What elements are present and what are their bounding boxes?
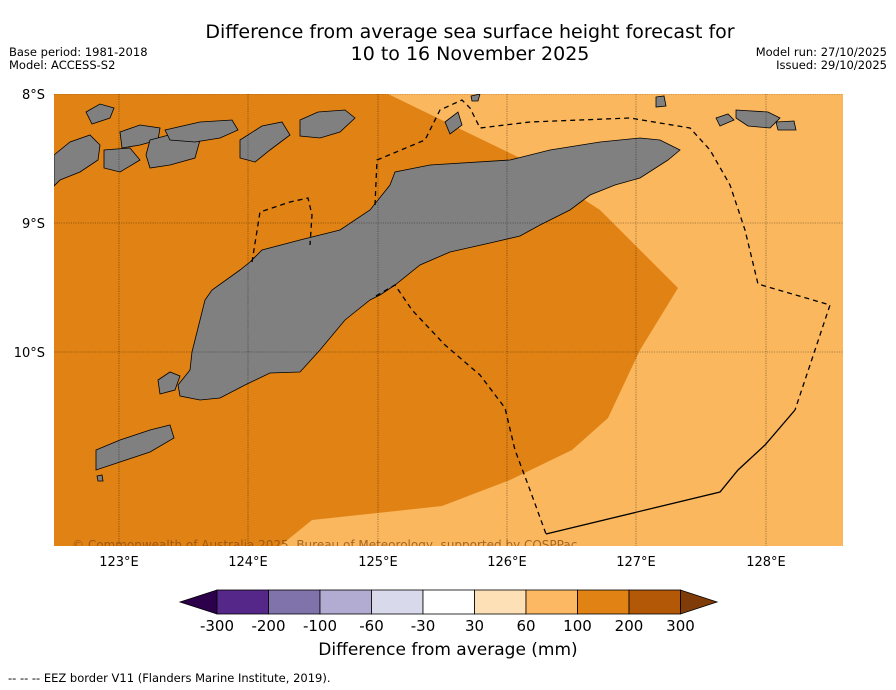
alor-island	[164, 119, 239, 143]
lon-label-125e: 125°E	[358, 555, 398, 570]
eez-footnote: -- -- -- EEZ border V11 (Flanders Marine…	[8, 671, 331, 685]
small-island-3	[96, 474, 104, 482]
colorbar-tick-10: 300	[666, 617, 695, 635]
map-gridlines	[54, 94, 843, 546]
solor-island	[85, 103, 115, 125]
colorbar-segment-8	[577, 589, 630, 615]
lat-label-10s: 10°S	[14, 346, 45, 361]
model-run: Model run: 27/10/2025	[755, 45, 887, 59]
kisar-island	[239, 121, 291, 163]
colorbar-segment-5	[422, 589, 475, 615]
meta-left: Base period: 1981-2018 Model: ACCESS-S2	[9, 46, 148, 72]
lat-label-8s: 8°S	[22, 88, 45, 103]
colorbar-segment-6	[474, 589, 527, 615]
adonara-island	[103, 147, 141, 173]
colorbar-extend-high	[680, 589, 719, 615]
chart-title-line2: 10 to 16 November 2025	[350, 43, 590, 65]
small-island-4	[470, 94, 481, 102]
meta-right: Model run: 27/10/2025 Issued: 29/10/2025	[756, 46, 887, 72]
chart-title-line1: Difference from average sea surface heig…	[205, 21, 735, 43]
colorbar	[178, 589, 719, 615]
lon-label-127e: 127°E	[616, 555, 656, 570]
lon-label-124e: 124°E	[228, 555, 268, 570]
eez-border-timor-south	[375, 284, 547, 535]
colorbar-tick-8: 100	[563, 617, 592, 635]
eez-border-oecusse	[251, 197, 313, 263]
colorbar-tick-3: -100	[303, 617, 337, 635]
colorbar-tick-4: -60	[359, 617, 384, 635]
lon-label-128e: 128°E	[746, 555, 786, 570]
rote-island	[157, 371, 181, 395]
colorbar-tick-labels: -300 -200 -100 -60 -30 30 60 100 200 300	[200, 617, 695, 635]
colorbar-tick-1: -300	[200, 617, 234, 635]
colorbar-segment-2	[268, 589, 321, 615]
lon-label-126e: 126°E	[487, 555, 527, 570]
eez-border-timor-north	[374, 99, 831, 411]
leti-island	[735, 109, 781, 129]
colorbar-segment-1	[216, 589, 269, 615]
colorbar-tick-7: 60	[516, 617, 535, 635]
colorbar-tick-2: -200	[251, 617, 285, 635]
lat-label-9s: 9°S	[22, 217, 45, 232]
colorbar-tick-5: -30	[411, 617, 436, 635]
base-period: Base period: 1981-2018	[9, 45, 148, 59]
flores-island	[54, 134, 101, 187]
sumba-island	[95, 424, 175, 471]
lon-label-123e: 123°E	[99, 555, 139, 570]
map-plot-area: © Commonwealth of Australia 2025, Bureau…	[54, 94, 843, 552]
model-name: Model: ACCESS-S2	[9, 58, 116, 72]
colorbar-segment-4	[371, 589, 424, 615]
colorbar-segment-3	[319, 589, 372, 615]
colorbar-title: Difference from average (mm)	[318, 640, 578, 660]
issued-date: Issued: 29/10/2025	[776, 58, 887, 72]
colorbar-segment-7	[525, 589, 578, 615]
land-masses	[54, 94, 797, 482]
wetar-island	[299, 109, 356, 139]
small-island-1	[655, 95, 667, 108]
colorbar-tick-6: 30	[465, 617, 484, 635]
eez-borders	[251, 99, 831, 535]
colorbar-segment-9	[628, 589, 681, 615]
eez-border-east	[545, 409, 796, 535]
colorbar-tick-9: 200	[615, 617, 644, 635]
atauro-island	[444, 111, 463, 135]
timor-island	[177, 137, 681, 401]
colorbar-extend-low	[178, 589, 218, 615]
small-island-2	[715, 113, 735, 127]
moa-island	[775, 120, 797, 131]
copyright-text: © Commonwealth of Australia 2025, Bureau…	[72, 538, 577, 552]
